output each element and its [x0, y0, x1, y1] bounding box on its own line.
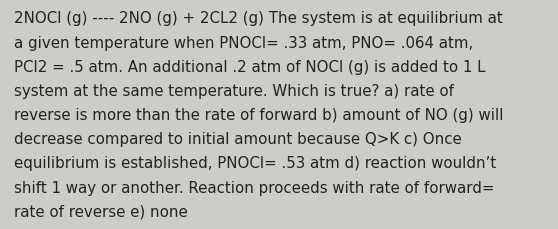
Text: equilibrium is established, PNOCl= .53 atm d) reaction wouldn’t: equilibrium is established, PNOCl= .53 a… [14, 156, 496, 171]
Text: a given temperature when PNOCl= .33 atm, PNO= .064 atm,: a given temperature when PNOCl= .33 atm,… [14, 35, 473, 50]
Text: system at the same temperature. Which is true? a) rate of: system at the same temperature. Which is… [14, 84, 454, 98]
Text: rate of reverse e) none: rate of reverse e) none [14, 204, 187, 219]
Text: decrease compared to initial amount because Q>K c) Once: decrease compared to initial amount beca… [14, 132, 461, 147]
Text: shift 1 way or another. Reaction proceeds with rate of forward=: shift 1 way or another. Reaction proceed… [14, 180, 494, 195]
Text: 2NOCl (g) ---- 2NO (g) + 2CL2 (g) The system is at equilibrium at: 2NOCl (g) ---- 2NO (g) + 2CL2 (g) The sy… [14, 11, 503, 26]
Text: reverse is more than the rate of forward b) amount of NO (g) will: reverse is more than the rate of forward… [14, 108, 503, 123]
Text: PCl2 = .5 atm. An additional .2 atm of NOCl (g) is added to 1 L: PCl2 = .5 atm. An additional .2 atm of N… [14, 60, 485, 74]
